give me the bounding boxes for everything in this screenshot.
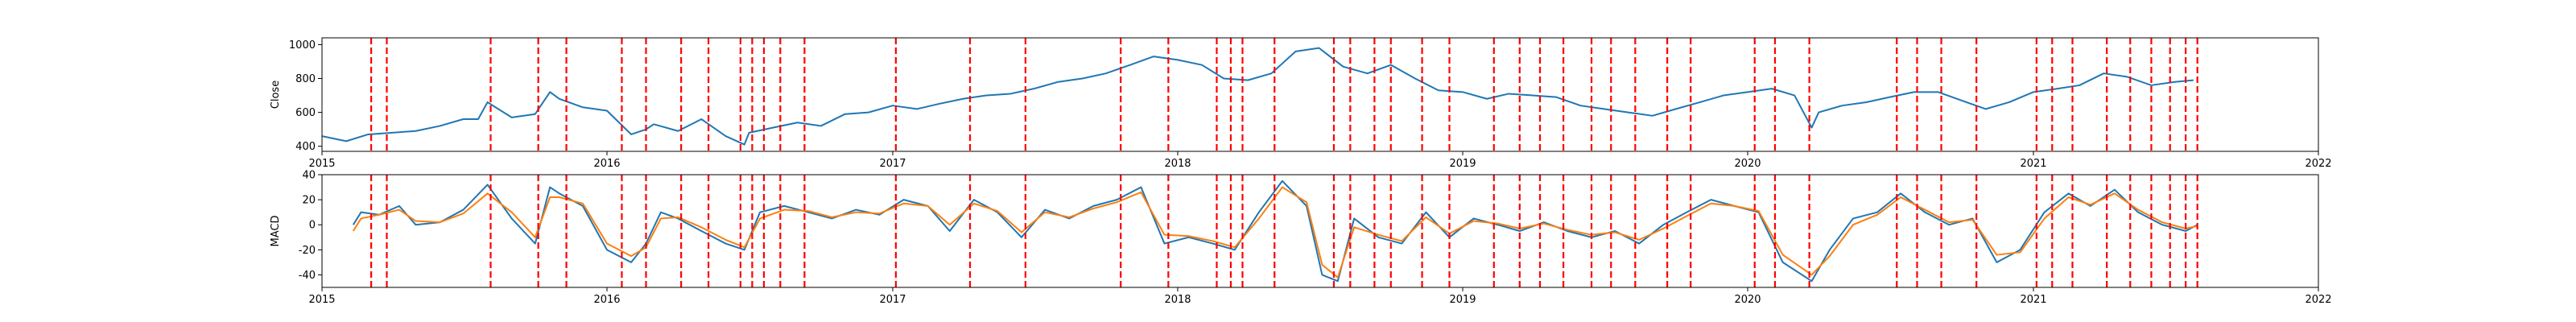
- x-tick-label: 2016: [593, 158, 620, 170]
- y-tick-label: 800: [295, 73, 316, 85]
- y-tick-label: 1000: [289, 39, 316, 52]
- y-tick-label: 20: [302, 195, 316, 207]
- x-tick-label: 2020: [1734, 294, 1761, 306]
- x-tick-label: 2021: [2020, 294, 2046, 306]
- x-tick-label: 2020: [1734, 158, 1761, 170]
- panel-close: 2015 2016 2017 2018 2019 2020 2021 2022 400 600 80…: [270, 37, 2332, 170]
- panel-macd: 2015 2016 2017 2018 2019 2020 2021 2022 -40 -20 0 2…: [270, 170, 2332, 307]
- x-tick-label: 2018: [1164, 294, 1191, 306]
- series-line-0: [322, 47, 2194, 146]
- x-tick-label: 2017: [879, 294, 906, 306]
- x-tick-label: 2015: [308, 158, 335, 170]
- x-tick-label: 2021: [2020, 158, 2046, 170]
- y-tick-label: 400: [295, 141, 316, 153]
- y-tick-label: -20: [299, 245, 316, 257]
- x-tick-label: 2022: [2305, 294, 2331, 306]
- y-axis-label: MACD: [270, 216, 282, 247]
- y-tick-label: 600: [295, 107, 316, 119]
- y-axis-label: Close: [270, 80, 282, 109]
- series-line-1: [352, 186, 2198, 279]
- x-tick-label: 2017: [879, 158, 906, 170]
- x-tick-label: 2018: [1164, 158, 1191, 170]
- x-tick-label: 2015: [308, 294, 335, 306]
- x-tick-label: 2016: [593, 294, 620, 306]
- axes-frame: [321, 37, 2319, 152]
- axes-frame: [321, 174, 2319, 288]
- series-line-0: [352, 180, 2198, 283]
- x-tick-label: 2019: [1449, 294, 1476, 306]
- y-tick-label: 0: [309, 220, 316, 232]
- x-tick-label: 2019: [1449, 158, 1476, 170]
- x-tick-label: 2022: [2305, 158, 2331, 170]
- y-tick-label: 40: [302, 170, 316, 182]
- y-tick-label: -40: [299, 270, 316, 282]
